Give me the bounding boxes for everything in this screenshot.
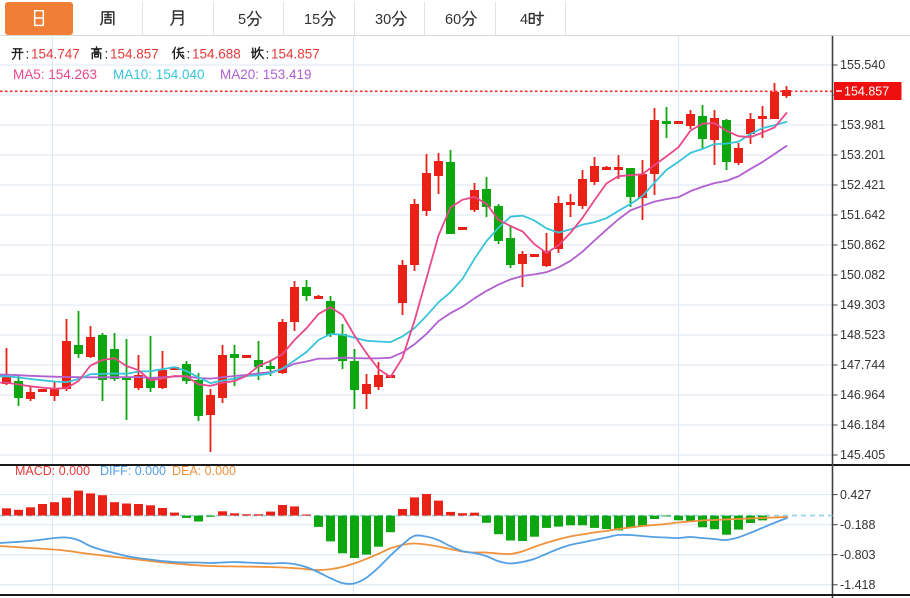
svg-text:154.857: 154.857: [110, 47, 159, 62]
svg-text:155.540: 155.540: [840, 58, 885, 72]
svg-text:148.523: 148.523: [840, 328, 885, 342]
svg-text:MA5: 154.263: MA5: 154.263: [13, 67, 97, 82]
svg-text::: :: [26, 47, 30, 62]
svg-text:152.421: 152.421: [840, 178, 885, 192]
svg-text:MA10: 154.040: MA10: 154.040: [113, 67, 205, 82]
svg-text:154.688: 154.688: [192, 47, 241, 62]
svg-text:153.201: 153.201: [840, 148, 885, 162]
svg-text:146.184: 146.184: [840, 418, 885, 432]
svg-text:MA20: 153.419: MA20: 153.419: [220, 67, 312, 82]
svg-text::: :: [187, 47, 191, 62]
svg-text:DIFF: 0.000: DIFF: 0.000: [100, 464, 166, 478]
svg-text:145.405: 145.405: [840, 448, 885, 462]
svg-text:4: 4: [520, 12, 528, 28]
svg-text:154.747: 154.747: [31, 47, 80, 62]
svg-text:0.427: 0.427: [840, 488, 871, 502]
svg-text:154.857: 154.857: [844, 85, 889, 99]
svg-text:150.862: 150.862: [840, 238, 885, 252]
svg-text:150.082: 150.082: [840, 268, 885, 282]
svg-text:147.744: 147.744: [840, 358, 885, 372]
svg-text:149.303: 149.303: [840, 298, 885, 312]
svg-text:DEA: 0.000: DEA: 0.000: [172, 464, 236, 478]
svg-text:151.642: 151.642: [840, 208, 885, 222]
svg-text:-0.803: -0.803: [840, 548, 875, 562]
svg-text:15: 15: [304, 12, 320, 28]
svg-text:154.857: 154.857: [271, 47, 320, 62]
svg-text:153.981: 153.981: [840, 118, 885, 132]
svg-text:60: 60: [445, 12, 461, 28]
svg-text:5: 5: [238, 12, 246, 28]
svg-text:-1.418: -1.418: [840, 578, 875, 592]
svg-text:-0.188: -0.188: [840, 518, 875, 532]
svg-text::: :: [266, 47, 270, 62]
svg-text::: :: [105, 47, 109, 62]
svg-text:30: 30: [375, 12, 391, 28]
svg-text:MACD: 0.000: MACD: 0.000: [15, 464, 90, 478]
svg-text:146.964: 146.964: [840, 388, 885, 402]
